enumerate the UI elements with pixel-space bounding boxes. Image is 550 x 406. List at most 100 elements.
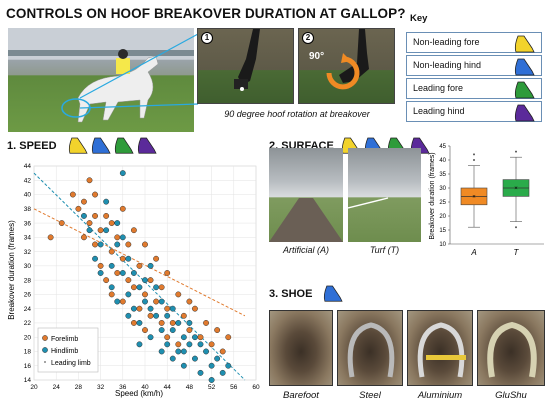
scatter-point [208, 341, 215, 348]
key-hoof-icons [514, 35, 535, 122]
scatter-point [169, 305, 176, 312]
scatter-point [125, 241, 132, 248]
scatter-point [119, 205, 126, 212]
scatter-point [92, 212, 99, 219]
y-tick-label: 16 [24, 363, 32, 370]
x-tick-label: 44 [164, 384, 172, 391]
x-tick-label: 24 [53, 384, 61, 391]
scatter-point [69, 191, 76, 198]
y-tick-label: 26 [24, 292, 32, 299]
scatter-point [175, 348, 182, 355]
aluminium-shoe-photo [407, 310, 473, 386]
scatter-point [169, 319, 176, 326]
key-label: Non-leading hind [413, 60, 482, 70]
y-tick-label: 30 [24, 263, 32, 270]
scatter-y-ticks: 14 16 18 20 22 24 26 28 30 32 34 36 38 40 42 44 [24, 163, 32, 384]
hoof-icon [114, 137, 134, 154]
caption-turf: Turf (T) [369, 245, 400, 255]
scatter-point [153, 255, 160, 262]
boxplot-y-axis-label: Breakover duration (frames) [429, 152, 436, 239]
caption-steel: Steel [359, 390, 381, 401]
scatter-point [119, 234, 126, 241]
scatter-point [130, 284, 137, 291]
y-tick-label: 24 [24, 306, 32, 313]
legend-forelimb: Forelimb [51, 336, 78, 343]
y-tick-label: 20 [24, 334, 32, 341]
scatter-point [103, 277, 110, 284]
scatter-point [81, 234, 87, 241]
scatter-point [158, 327, 165, 334]
scatter-point [136, 319, 143, 326]
scatter-point [136, 341, 143, 348]
scatter-point [158, 284, 165, 291]
scatter-point [169, 355, 176, 362]
scatter-point [125, 291, 132, 298]
scatter-point [142, 241, 148, 248]
box-T: × [502, 150, 530, 229]
y-tick-label: 25 [439, 200, 446, 206]
scatter-point [103, 198, 110, 205]
y-tick-label: 40 [24, 192, 32, 199]
scatter-point [92, 241, 99, 248]
scatter-point [114, 241, 121, 248]
caption-barefoot: Barefoot [283, 390, 319, 401]
speed-heading: 1. SPEED [7, 140, 57, 152]
zoom-connector [79, 33, 199, 109]
scatter-point [225, 362, 232, 369]
scatter-point [158, 319, 165, 326]
y-tick-label: 15 [439, 228, 446, 234]
y-tick-label: 18 [24, 349, 32, 356]
scatter-point [142, 277, 148, 284]
scatter-point [225, 334, 232, 341]
scatter-point [153, 284, 160, 291]
speed-scatter-chart: 20 24 28 32 36 40 44 48 52 56 60 14 16 18 20 22 24 26 28 3… [7, 163, 260, 398]
speed-hoof-icons [68, 137, 157, 154]
x-tick-label: 52 [208, 384, 216, 391]
scatter-point [153, 312, 160, 319]
hoof-icon [323, 285, 343, 302]
scatter-point [158, 348, 165, 355]
scatter-point [197, 341, 204, 348]
category-label: A [470, 248, 476, 257]
scatter-point [92, 255, 99, 262]
barefoot-photo [269, 310, 333, 386]
x-tick-label: 32 [97, 384, 105, 391]
scatter-point [180, 334, 187, 341]
scatter-point [147, 334, 154, 341]
scatter-point [164, 341, 171, 348]
scatter-point [114, 298, 121, 305]
scatter-point [147, 305, 154, 312]
scatter-point [114, 234, 121, 241]
steel-shoe-photo [337, 310, 403, 386]
key-row-nonleading-fore: Non-leading fore [406, 32, 542, 53]
scatter-point [180, 348, 187, 355]
legend-leading-limb: Leading limb [51, 360, 91, 367]
scatter-point [97, 270, 104, 276]
scatter-point [186, 341, 193, 348]
scatter-point [108, 220, 115, 227]
horse-illustration [8, 49, 194, 123]
x-tick-label: 20 [30, 384, 38, 391]
scatter-point [136, 305, 143, 312]
rotation-caption: 90 degree hoof rotation at breakover [224, 109, 370, 119]
scatter-point [108, 291, 115, 298]
hoof-icon [514, 35, 535, 53]
scatter-point [186, 327, 193, 334]
scatter-x-ticks: 20 24 28 32 36 40 44 48 52 56 60 [30, 384, 260, 391]
key-label: Leading hind [413, 106, 465, 116]
scatter-point [81, 198, 87, 205]
category-label: T [514, 248, 520, 257]
y-tick-label: 28 [24, 277, 32, 284]
scatter-point [114, 220, 121, 227]
scatter-point [97, 262, 104, 269]
hoof-icon [514, 104, 535, 122]
scatter-point [47, 234, 54, 241]
panel-number-1: 1 [201, 32, 213, 44]
scatter-point [130, 227, 137, 234]
scatter-point [108, 248, 115, 255]
panel-number-2: 2 [302, 32, 314, 44]
scatter-point [164, 312, 171, 319]
caption-artificial: Artificial (A) [282, 245, 329, 255]
scatter-point [108, 284, 115, 291]
scatter-point [97, 227, 104, 234]
